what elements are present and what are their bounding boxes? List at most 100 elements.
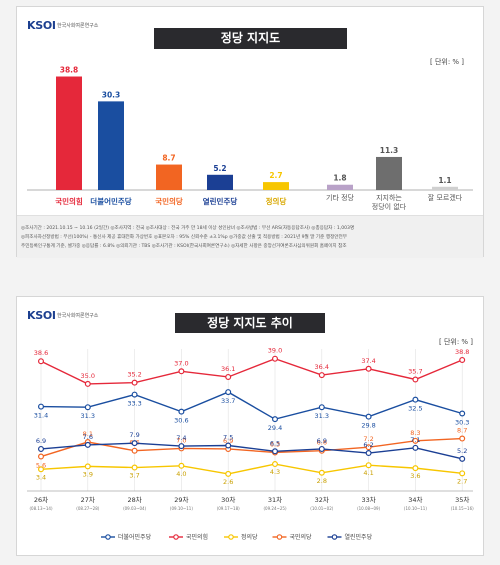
series-0-point-0 bbox=[38, 403, 45, 410]
party-label-2: 국민의당 bbox=[155, 196, 183, 206]
series-4-point-8 bbox=[412, 444, 419, 451]
series-3-label-0: 5.6 bbox=[36, 462, 46, 470]
series-0-point-5 bbox=[272, 416, 279, 423]
bar-value-label-4: 2.7 bbox=[269, 171, 282, 180]
bar-value-label-2: 8.7 bbox=[162, 154, 175, 163]
series-4-label-3: 7.4 bbox=[176, 434, 186, 442]
bar-value-label-3: 5.2 bbox=[213, 164, 226, 173]
bar-3 bbox=[207, 174, 233, 190]
x-tick-2: 28차 bbox=[127, 495, 141, 504]
series-2-label-1: 3.9 bbox=[83, 470, 93, 478]
x-tick-9: 35차 bbox=[455, 495, 469, 504]
series-3-label-6: 6.6 bbox=[317, 439, 327, 447]
line-chart-title: 정당 지지도 추이 bbox=[175, 313, 325, 333]
series-3-label-4: 6.9 bbox=[223, 437, 233, 445]
series-4-label-5: 6.5 bbox=[270, 439, 280, 447]
series-4-label-9: 5.2 bbox=[457, 447, 467, 455]
series-1-label-7: 37.4 bbox=[361, 357, 375, 365]
legend-dot-4 bbox=[331, 534, 338, 540]
series-4-point-3 bbox=[178, 443, 185, 450]
legend-label-1: 국민의힘 bbox=[186, 533, 208, 541]
legend-label-4: 열린민주당 bbox=[345, 533, 373, 541]
ksoi-logo-subtitle-2: 한국사회여론연구소 bbox=[57, 313, 99, 319]
series-4-label-8: 7.1 bbox=[410, 436, 420, 444]
series-1-label-1: 35.0 bbox=[81, 372, 95, 380]
series-1-label-5: 39.0 bbox=[268, 347, 282, 355]
party-support-trend-panel: KSOI 한국사회여론연구소 정당 지지도 추이 [ 단위: % ] 31.4 3… bbox=[16, 296, 484, 556]
footer-line-2: ◎피조사자선정방법 : 무선(100%) - 통신사 제공 휴대전화 가상번호 … bbox=[21, 235, 347, 240]
bar-value-label-7: 1.1 bbox=[438, 176, 451, 185]
series-1-label-3: 37.0 bbox=[174, 359, 188, 367]
series-2-point-6 bbox=[318, 469, 325, 476]
legend-dot-3 bbox=[276, 534, 283, 540]
series-3-label-9: 8.7 bbox=[457, 427, 467, 435]
x-tick-7: 33차 bbox=[361, 495, 375, 504]
series-3-point-9 bbox=[459, 435, 466, 442]
bar-value-label-5: 1.8 bbox=[333, 174, 346, 183]
series-4-point-9 bbox=[459, 455, 466, 462]
x-tick-8: 34차 bbox=[408, 495, 422, 504]
x-date-9: (10.15~16) bbox=[451, 506, 474, 511]
series-0-point-3 bbox=[178, 408, 185, 415]
series-4-point-6 bbox=[318, 445, 325, 452]
series-1-point-2 bbox=[131, 379, 138, 386]
bar-4 bbox=[263, 182, 289, 190]
series-2-point-9 bbox=[459, 470, 466, 477]
legend-dot-2 bbox=[228, 534, 234, 540]
series-3-label-1: 8.1 bbox=[83, 430, 93, 438]
series-0-point-4 bbox=[225, 389, 232, 396]
series-3-point-0 bbox=[38, 453, 45, 460]
series-0-point-8 bbox=[412, 396, 419, 403]
bar-5 bbox=[327, 184, 353, 190]
bar-chart-unit: [ 단위: % ] bbox=[430, 58, 465, 66]
party-label-3: 열린민주당 bbox=[203, 196, 238, 206]
series-1-label-0: 38.6 bbox=[34, 349, 48, 357]
bar-value-label-0: 38.8 bbox=[60, 66, 79, 75]
x-tick-0: 26차 bbox=[34, 495, 48, 504]
series-2-point-7 bbox=[365, 462, 372, 469]
series-4-point-7 bbox=[365, 450, 372, 457]
x-tick-4: 30차 bbox=[221, 495, 235, 504]
party-label-1: 더불어민주당 bbox=[90, 196, 131, 206]
other-label-1-0: 지지하는 bbox=[376, 193, 402, 202]
series-0-label-8: 32.5 bbox=[408, 405, 422, 413]
series-2-point-3 bbox=[178, 462, 185, 469]
series-line-2 bbox=[40, 463, 463, 475]
series-line-0 bbox=[40, 391, 463, 420]
series-line-3 bbox=[40, 437, 463, 458]
series-2-label-5: 4.3 bbox=[270, 468, 280, 476]
series-2-label-2: 3.7 bbox=[129, 472, 139, 480]
x-tick-1: 27차 bbox=[81, 495, 95, 504]
series-1-point-1 bbox=[84, 380, 91, 387]
x-date-0: (08.13~14) bbox=[29, 506, 52, 511]
bar-6 bbox=[376, 156, 402, 190]
x-date-4: (09.17~18) bbox=[217, 506, 240, 511]
series-4-label-0: 6.9 bbox=[36, 437, 46, 445]
series-2-point-0 bbox=[38, 466, 45, 473]
ksoi-logo-subtitle: 한국사회여론연구소 bbox=[57, 23, 99, 29]
series-1-point-9 bbox=[459, 356, 466, 363]
x-date-8: (10.10~11) bbox=[404, 506, 427, 511]
series-1-label-6: 36.4 bbox=[315, 363, 329, 371]
series-4-point-0 bbox=[38, 445, 45, 452]
x-tick-6: 32차 bbox=[315, 495, 329, 504]
bar-2 bbox=[156, 164, 182, 190]
legend-dot-1 bbox=[173, 534, 179, 540]
bar-value-label-1: 30.3 bbox=[102, 90, 121, 99]
series-0-label-0: 31.4 bbox=[34, 412, 48, 420]
series-4-label-4: 7.5 bbox=[223, 434, 233, 442]
series-3-label-7: 7.2 bbox=[363, 435, 373, 443]
series-0-label-3: 30.6 bbox=[174, 417, 188, 425]
series-1-point-7 bbox=[365, 365, 372, 372]
series-2-label-8: 3.6 bbox=[410, 472, 420, 480]
series-3-label-8: 8.3 bbox=[410, 429, 420, 437]
series-4-label-2: 7.9 bbox=[129, 431, 139, 439]
legend-dot-0 bbox=[105, 534, 111, 540]
series-4-point-1 bbox=[84, 441, 91, 448]
series-3-point-2 bbox=[131, 447, 138, 454]
series-1-point-0 bbox=[38, 358, 45, 365]
x-date-3: (09.10~11) bbox=[170, 506, 193, 511]
party-label-0: 국민의힘 bbox=[55, 196, 83, 206]
series-0-point-9 bbox=[459, 410, 466, 417]
other-label-0-0: 기타 정당 bbox=[326, 193, 355, 202]
